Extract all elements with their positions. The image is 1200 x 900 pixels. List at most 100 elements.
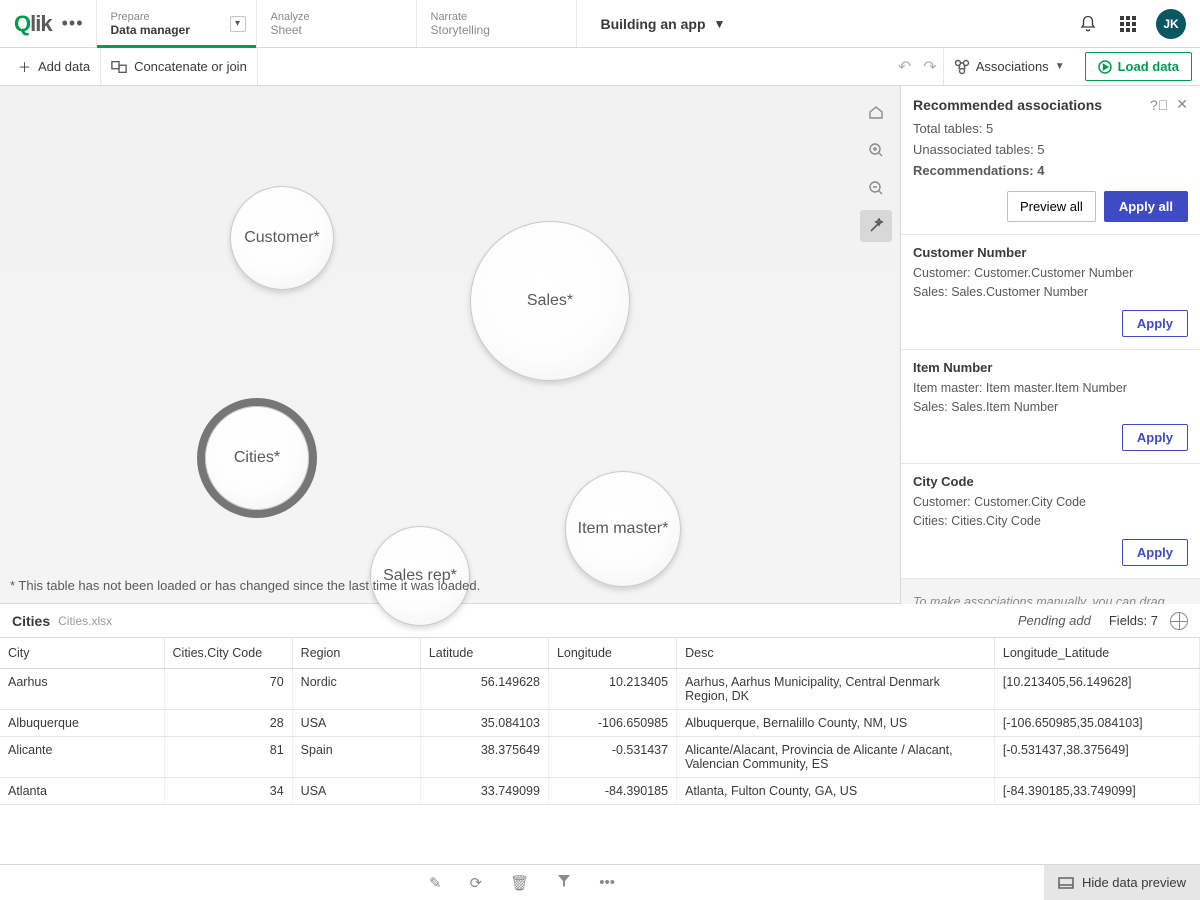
table-cell: USA [292, 777, 420, 804]
reco-title: Customer Number [913, 245, 1188, 260]
plus-icon: ＋ [18, 57, 31, 76]
tab-sheet[interactable]: AnalyzeSheet [257, 0, 417, 47]
column-header[interactable]: Region [292, 638, 420, 668]
app-title[interactable]: Building an app ▼ [577, 0, 1077, 47]
chevron-down-icon: ▼ [714, 17, 726, 31]
undo-icon[interactable]: ↶ [892, 57, 917, 77]
play-icon [1098, 60, 1112, 74]
filter-icon[interactable] [557, 874, 571, 892]
apply-button[interactable]: Apply [1122, 424, 1188, 451]
table-cell: -106.650985 [548, 709, 676, 736]
delete-icon[interactable]: 🗑 [510, 874, 529, 892]
redo-icon[interactable]: ↷ [917, 57, 942, 77]
column-header[interactable]: Cities.City Code [164, 638, 292, 668]
bubble-cities[interactable]: Cities* [205, 406, 309, 510]
reco-line: Sales: Sales.Customer Number [913, 283, 1188, 302]
close-icon[interactable]: ✕ [1176, 96, 1188, 113]
preview-header: Cities Cities.xlsx Pending add Fields: 7 [0, 604, 1200, 638]
table-cell: USA [292, 709, 420, 736]
recommendation-card: City CodeCustomer: Customer.City CodeCit… [901, 463, 1200, 578]
table-cell: 10.213405 [548, 668, 676, 709]
column-header[interactable]: Longitude [548, 638, 676, 668]
panel-title: Recommended associations [913, 97, 1142, 113]
table-cell: Aarhus, Aarhus Municipality, Central Den… [677, 668, 995, 709]
table-cell: [10.213405,56.149628] [994, 668, 1199, 709]
preview-file-name: Cities.xlsx [58, 614, 112, 628]
add-data-button[interactable]: ＋ Add data [8, 48, 101, 85]
more-icon[interactable]: ••• [599, 874, 615, 892]
apply-button[interactable]: Apply [1122, 539, 1188, 566]
grid-icon[interactable] [1116, 12, 1140, 36]
toolbar: ＋ Add data Concatenate or join ↶ ↷ Assoc… [0, 48, 1200, 86]
more-icon[interactable]: ••• [62, 13, 84, 34]
tab-data-manager[interactable]: PrepareData manager▾ [97, 0, 257, 47]
associations-canvas[interactable]: Customer*Sales*Cities*Sales rep*Item mas… [0, 86, 900, 604]
reco-line: Customer: Customer.Customer Number [913, 264, 1188, 283]
globe-icon[interactable] [1170, 612, 1188, 630]
app-title-text: Building an app [601, 16, 706, 32]
magic-wand-icon[interactable] [860, 210, 892, 242]
nav-tabs: PrepareData manager▾AnalyzeSheetNarrateS… [97, 0, 577, 47]
header-right: JK [1076, 0, 1200, 47]
avatar[interactable]: JK [1156, 9, 1186, 39]
column-header[interactable]: Desc [677, 638, 995, 668]
table-cell: 38.375649 [420, 736, 548, 777]
tab-storytelling[interactable]: NarrateStorytelling [417, 0, 577, 47]
bubble-item-master[interactable]: Item master* [565, 471, 681, 587]
table-cell: Albuquerque, Bernalillo County, NM, US [677, 709, 995, 736]
main: Customer*Sales*Cities*Sales rep*Item mas… [0, 86, 1200, 604]
apply-all-button[interactable]: Apply all [1104, 191, 1188, 222]
table-cell: Atlanta, Fulton County, GA, US [677, 777, 995, 804]
chevron-down-icon[interactable]: ▾ [230, 16, 246, 32]
table-cell: Alicante/Alacant, Provincia de Alicante … [677, 736, 995, 777]
home-icon[interactable] [860, 96, 892, 128]
column-header[interactable]: Latitude [420, 638, 548, 668]
associations-dropdown[interactable]: Associations ▼ [943, 48, 1075, 85]
edit-icon[interactable]: ✎ [429, 874, 442, 892]
table-cell: 28 [164, 709, 292, 736]
bubble-customer[interactable]: Customer* [230, 186, 334, 290]
concatenate-button[interactable]: Concatenate or join [101, 48, 258, 85]
logo-area: Qlik ••• [0, 0, 97, 47]
table-cell: 70 [164, 668, 292, 709]
table-cell: [-0.531437,38.375649] [994, 736, 1199, 777]
refresh-icon[interactable]: ⟳ [470, 874, 483, 892]
table-cell: [-84.390185,33.749099] [994, 777, 1199, 804]
column-header[interactable]: Longitude_Latitude [994, 638, 1199, 668]
load-data-button[interactable]: Load data [1085, 52, 1192, 81]
reco-line: Cities: Cities.City Code [913, 512, 1188, 531]
hide-preview-button[interactable]: Hide data preview [1044, 865, 1200, 900]
table-cell: -84.390185 [548, 777, 676, 804]
table-row[interactable]: Albuquerque28USA35.084103-106.650985Albu… [0, 709, 1200, 736]
bell-icon[interactable] [1076, 12, 1100, 36]
top-header: Qlik ••• PrepareData manager▾AnalyzeShee… [0, 0, 1200, 48]
bubble-sales-rep[interactable]: Sales rep* [370, 526, 470, 626]
table-row[interactable]: Aarhus70Nordic56.14962810.213405Aarhus, … [0, 668, 1200, 709]
help-icon[interactable]: ?⃝ [1150, 97, 1168, 113]
reco-line: Item master: Item master.Item Number [913, 379, 1188, 398]
reco-line: Sales: Sales.Item Number [913, 398, 1188, 417]
chevron-down-icon: ▼ [1055, 61, 1065, 72]
table-row[interactable]: Alicante81Spain38.375649-0.531437Alicant… [0, 736, 1200, 777]
table-cell: Spain [292, 736, 420, 777]
table-row[interactable]: Atlanta34USA33.749099-84.390185Atlanta, … [0, 777, 1200, 804]
preview-grid[interactable]: CityCities.City CodeRegionLatitudeLongit… [0, 638, 1200, 864]
panel-stats: Total tables: 5 Unassociated tables: 5 R… [901, 119, 1200, 191]
preview-all-button[interactable]: Preview all [1007, 191, 1096, 222]
concat-icon [111, 60, 127, 74]
panel-icon [1058, 877, 1074, 889]
qlik-logo[interactable]: Qlik [14, 11, 52, 37]
apply-button[interactable]: Apply [1122, 310, 1188, 337]
table-cell: Nordic [292, 668, 420, 709]
recommendation-card: Item NumberItem master: Item master.Item… [901, 349, 1200, 464]
zoom-out-icon[interactable] [860, 172, 892, 204]
table-cell: 56.149628 [420, 668, 548, 709]
zoom-in-icon[interactable] [860, 134, 892, 166]
preview-table-name: Cities [12, 613, 50, 629]
reco-title: City Code [913, 474, 1188, 489]
table-cell: Alicante [0, 736, 164, 777]
table-cell: 35.084103 [420, 709, 548, 736]
bubble-sales[interactable]: Sales* [470, 221, 630, 381]
table-cell: [-106.650985,35.084103] [994, 709, 1199, 736]
column-header[interactable]: City [0, 638, 164, 668]
